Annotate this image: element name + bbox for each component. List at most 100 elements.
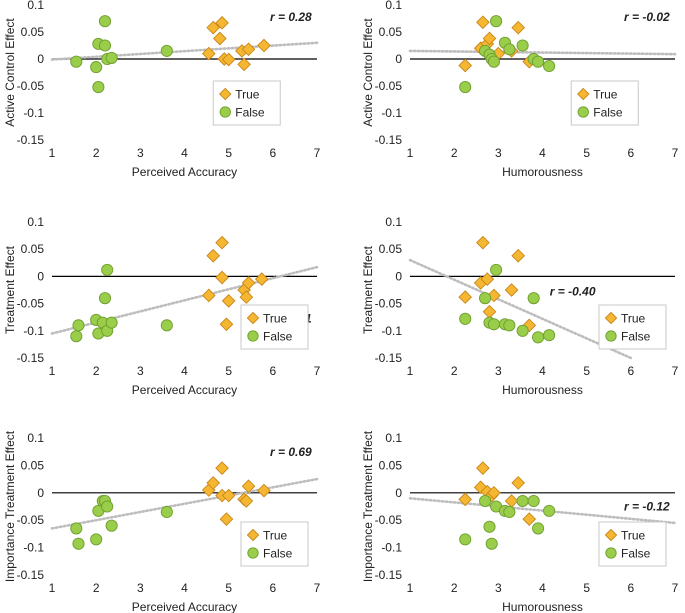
y-axis-label: Treatment Effect [3,245,17,334]
legend: True False [598,521,667,567]
true-point [206,476,221,490]
chart-panel-accuracy-importance: 0.1 0.05 0 -0.05 -0.1 -0.15 1 2 3 4 5 6 7 Perceived A… [3,430,321,613]
x-tick-label: 2 [451,146,458,160]
chart-panel-accuracy-active-control: 0.1 0.05 0 -0.05 -0.1 -0.15 1 2 3 4 5 6 7 Perceived A… [3,0,321,179]
false-point [101,263,114,276]
true-point [458,492,473,507]
y-tick-label: -0.15 [17,351,45,365]
x-tick-label: 2 [451,581,458,595]
true-point [482,304,497,319]
legend-true-label: True [263,529,288,543]
false-point [543,504,556,517]
false-point [479,292,492,305]
x-tick-label: 6 [627,364,634,378]
false-point [503,319,516,332]
x-axis-label: Humorousness [502,383,583,397]
x-tick-label: 3 [137,364,144,378]
series-false [70,15,173,94]
true-point [511,20,526,35]
x-tick-label: 6 [269,364,276,378]
true-point [257,483,271,498]
legend-false-label: False [621,330,651,344]
true-point [476,15,490,30]
legend: True False [598,304,667,350]
true-point [206,20,221,35]
x-tick-label: 1 [49,146,56,160]
true-point [458,58,473,73]
true-point [511,476,526,490]
y-tick-label: -0.05 [17,513,45,527]
legend: True False [240,304,309,350]
true-point [201,288,216,303]
y-tick-label: 0 [37,269,44,283]
y-tick-label: -0.1 [23,541,44,555]
y-axis-label: Active Control Effect [3,18,17,127]
y-tick-label: -0.15 [17,133,45,147]
false-point [70,55,83,68]
x-tick-label: 7 [672,581,679,595]
y-tick-label: 0.05 [21,242,45,256]
true-point [254,272,269,286]
false-point [98,39,112,52]
x-tick-label: 4 [539,364,546,378]
legend-false-label: False [263,330,293,344]
legend-true-marker [219,87,232,101]
false-point [72,319,85,332]
x-tick-label: 7 [672,364,679,378]
x-tick-label: 2 [93,364,100,378]
trend-line [50,41,319,61]
correlation-annotation: r = -0.40 [550,284,596,298]
false-point [543,329,556,342]
legend-box [598,304,667,350]
series-false [459,494,556,550]
legend-true-label: True [621,529,646,543]
false-point [485,537,498,550]
trend-line [408,49,677,56]
true-point [522,512,537,526]
false-point [490,15,503,28]
true-point [221,52,236,67]
x-tick-label: 4 [181,364,188,378]
y-tick-label: -0.15 [375,351,403,365]
x-tick-label: 6 [269,581,276,595]
x-tick-label: 3 [137,146,144,160]
y-tick-label: -0.05 [375,513,403,527]
series-true [458,15,537,73]
y-tick-label: 0.1 [27,215,44,229]
true-point [511,248,526,263]
legend-false-marker [247,547,259,559]
x-tick-label: 5 [583,581,590,595]
legend-false-marker [605,547,617,559]
trend-line [408,258,633,360]
false-point [532,522,545,535]
chart-panel-humour-importance: 0.1 0.05 0 -0.05 -0.1 -0.15 1 2 3 4 5 6 7 Humorousnes… [361,430,679,613]
true-point [480,272,495,286]
x-tick-label: 5 [583,146,590,160]
y-tick-label: 0 [37,52,44,66]
false-point [483,520,496,533]
legend-true-marker [604,528,618,542]
y-tick-label: -0.05 [17,297,45,311]
x-tick-label: 3 [137,581,144,595]
true-point [476,461,490,475]
false-point [98,15,112,28]
true-point [482,31,497,46]
y-tick-label: 0.1 [385,0,402,12]
false-point [101,500,114,513]
correlation-annotation: r = -0.02 [624,10,670,24]
x-tick-label: 5 [583,364,590,378]
y-tick-label: -0.05 [375,79,403,93]
y-tick-label: 0 [37,486,44,500]
x-axis-label: Humorousness [502,600,583,613]
false-point [105,51,118,64]
false-point [459,533,472,546]
true-point [221,294,236,308]
true-point [241,479,256,494]
y-tick-label: 0.05 [379,458,403,472]
true-point [237,57,251,72]
x-tick-label: 1 [407,146,414,160]
y-axis-label: Treatment Effect [361,245,375,334]
trend-line [408,496,677,525]
y-tick-label: -0.1 [23,106,44,120]
series-false [459,15,556,94]
